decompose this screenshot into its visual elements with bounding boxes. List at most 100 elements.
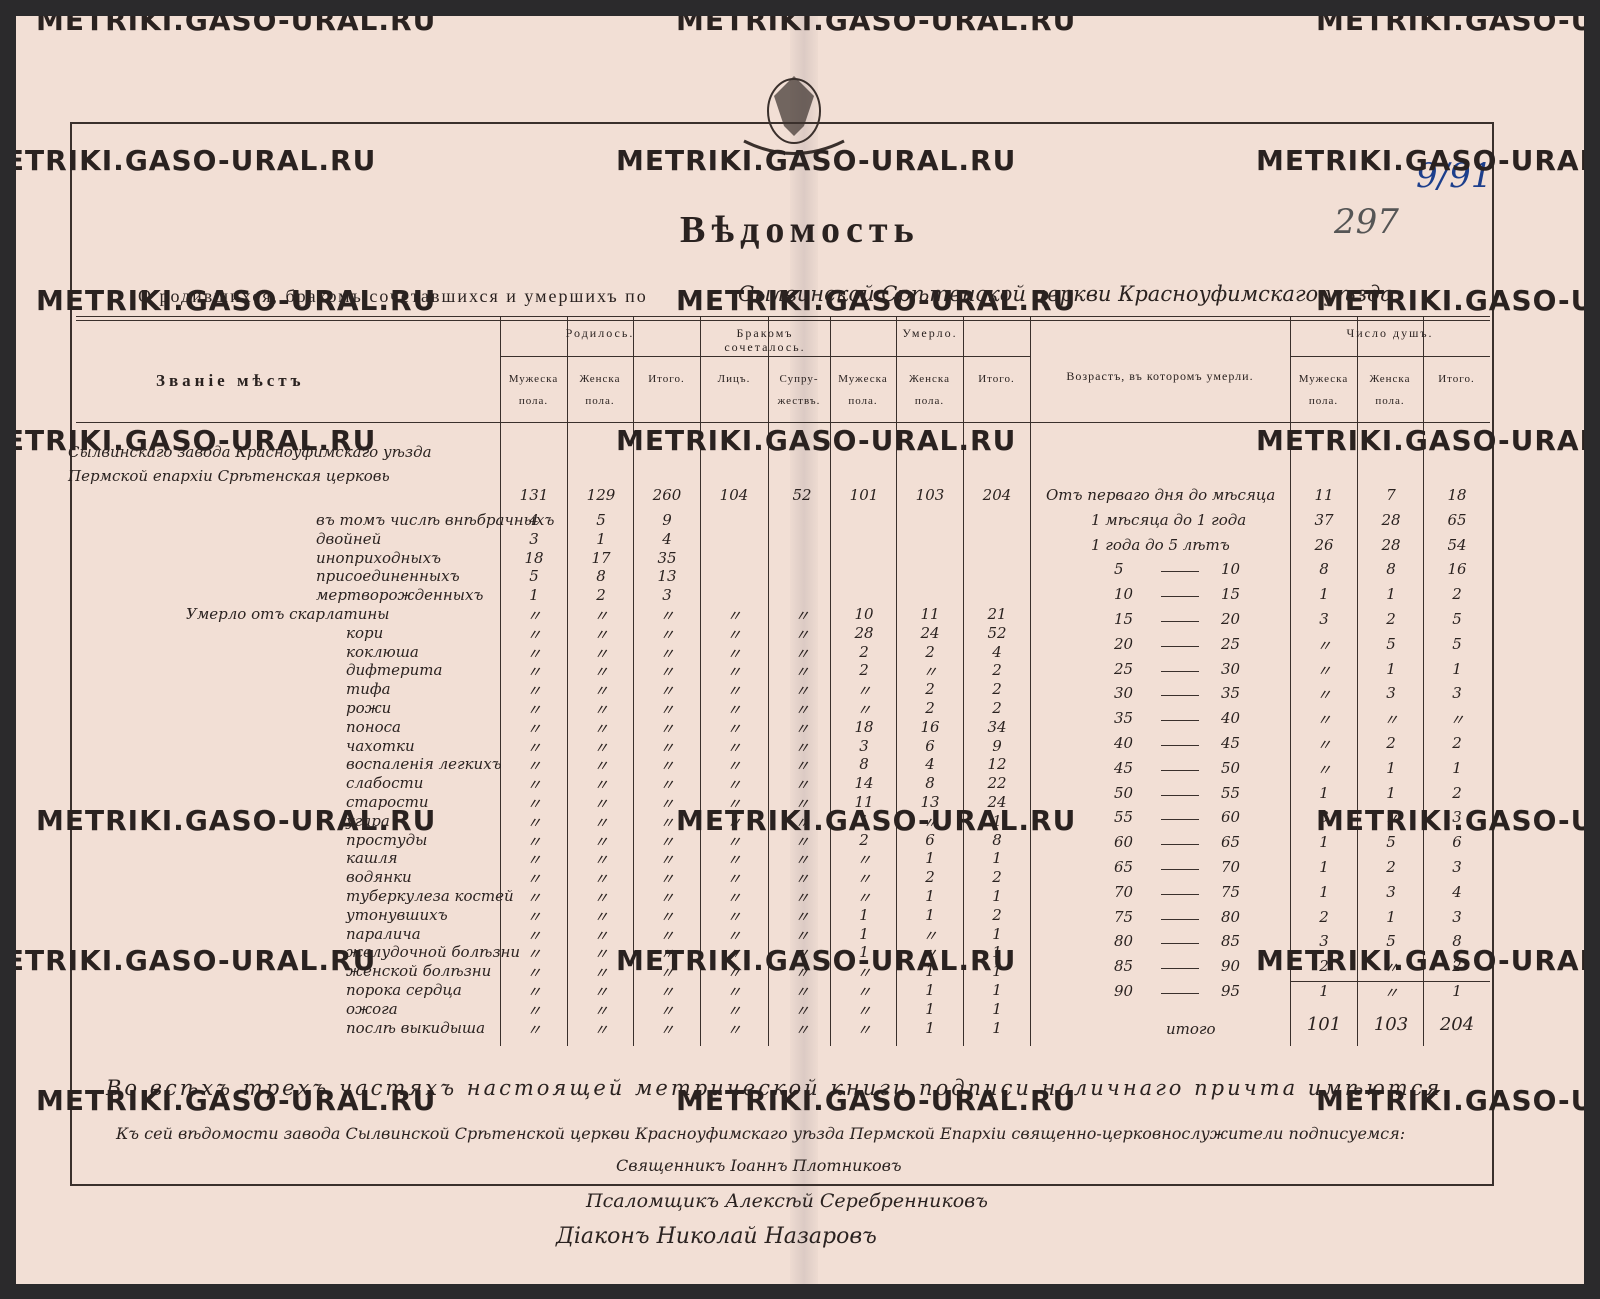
footer-line: Во всѣхъ трехъ частяхъ настоящей метриче… [106,1076,1452,1100]
ditto-mark: 〃 [659,1020,675,1039]
age-from: 15 [1114,610,1134,628]
place-label: кори [346,623,384,642]
table-number: 8 [992,830,1002,849]
age-to: 35 [1221,684,1241,703]
table-number: 2 [992,680,1002,699]
age-from: 30 [1114,684,1134,703]
place-label: водянки [346,868,412,887]
ditto-mark: 〃 [1316,736,1332,754]
table-number: 8 [859,755,869,774]
ditto-mark: 〃 [794,682,810,701]
ditto-mark: 〃 [593,719,609,738]
ditto-mark: 〃 [726,682,742,701]
header-age: Возрастъ, въ которомъ умерли. [1066,369,1254,383]
ditto-mark: 〃 [1383,984,1399,1002]
ditto-mark: 〃 [794,719,810,738]
header-sub: Итого. [648,373,685,385]
table-number: 2 [992,699,1002,717]
ditto-mark: 〃 [593,701,609,719]
age-dash [1161,943,1199,945]
ditto-mark: 〃 [593,945,609,964]
ditto-mark: 〃 [659,813,675,832]
total-label: итого [1166,1020,1216,1038]
table-number: 1 [1319,833,1329,852]
table-number: 1 [1452,982,1462,1000]
table-number: 2 [992,661,1002,680]
table-number: 3 [1452,808,1462,827]
table-line [700,356,830,357]
ditto-mark: 〃 [526,964,542,983]
ditto-mark: 〃 [659,625,675,644]
table-number: 5 [1386,833,1396,852]
table-number: 1 [1319,858,1329,876]
table-number: 129 [586,486,616,504]
ditto-mark: 〃 [1316,636,1332,655]
age-to: 55 [1221,783,1241,802]
age-from: 80 [1114,932,1134,951]
ditto-mark: 〃 [526,983,542,1001]
watermark: METRIKI.GASO-URAL.RU [1316,16,1584,37]
ditto-mark: 〃 [726,719,742,738]
ditto-mark: 〃 [526,682,542,701]
age-dash [1161,596,1199,598]
watermark: METRIKI.GASO-URAL.RU [36,16,437,37]
table-number: 8 [925,774,935,793]
table-line [633,316,634,1046]
ditto-mark: 〃 [526,757,542,776]
ditto-mark: 〃 [659,719,675,738]
table-number: 131 [519,486,549,504]
age-to: 20 [1221,610,1241,628]
place-label: женской болѣзни [346,962,492,981]
ditto-mark: 〃 [526,1001,542,1020]
ditto-mark: 〃 [659,1001,675,1020]
ditto-mark: 〃 [794,795,810,813]
ditto-mark: 〃 [726,776,742,795]
table-number: 52 [987,623,1007,642]
place-label: двойней [316,529,382,548]
age-dash [1161,720,1199,722]
ditto-mark: 〃 [526,813,542,832]
age-dash [1161,769,1199,771]
place-label: ожога [346,999,398,1018]
table-number: 1 [1386,585,1396,604]
table-number: 3 [1319,808,1329,827]
ditto-mark: 〃 [526,644,542,663]
ditto-mark: 〃 [726,983,742,1001]
age-to: 95 [1221,982,1241,1000]
table-number: 1 [925,999,935,1018]
ditto-mark: 〃 [1449,711,1465,730]
table-number: 18 [1447,486,1467,504]
ditto-mark: 〃 [726,738,742,757]
place-label: кашля [346,849,398,868]
watermark: METRIKI.GASO-URAL.RU [676,804,1077,837]
ditto-mark: 〃 [794,964,810,983]
table-number: 1 [925,849,935,868]
place-label: присоединенныхъ [316,567,460,586]
table-number: 2 [1386,734,1396,752]
ditto-mark: 〃 [794,625,810,644]
table-number: 6 [925,736,935,755]
age-dash [1161,745,1199,746]
ditto-mark: 〃 [659,926,675,945]
total-number: 103 [1373,1014,1409,1035]
ditto-mark: 〃 [593,625,609,644]
watermark: METRIKI.GASO-URAL.RU [1256,944,1584,977]
table-number: 9 [662,511,672,529]
table-number: 17 [591,548,611,567]
age-from: 75 [1114,907,1134,926]
ditto-mark: 〃 [659,870,675,889]
table-line [76,320,1490,321]
watermark: METRIKI.GASO-URAL.RU [1256,424,1584,457]
ditto-mark: 〃 [659,964,675,983]
table-number: 14 [854,774,874,793]
ditto-mark: 〃 [922,945,938,964]
table-line [1290,981,1490,982]
table-number: 2 [1452,585,1462,604]
age-to: 70 [1221,858,1241,876]
place-label: Сылвинскаго завода Красноуфимскаго уѣзда… [68,443,432,485]
ditto-mark: 〃 [794,832,810,851]
table-number: 11 [854,793,874,811]
ditto-mark: 〃 [526,663,542,682]
table-number: 4 [925,755,935,774]
ditto-mark: 〃 [794,757,810,776]
